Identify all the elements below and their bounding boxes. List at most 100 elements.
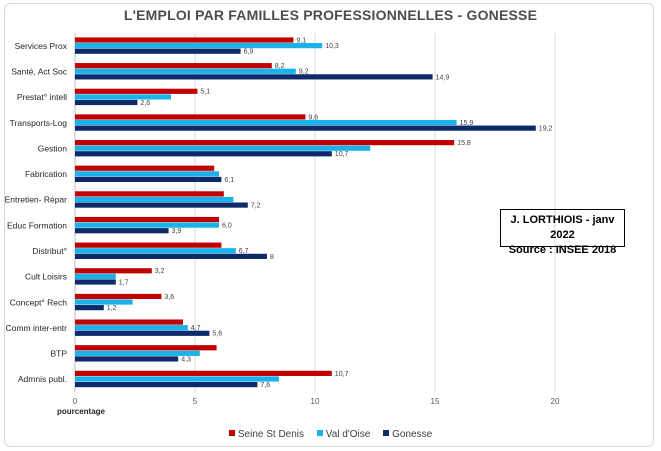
legend: Seine St Denis Val d'Oise Gonesse	[0, 429, 661, 440]
data-label: 7,6	[260, 382, 270, 389]
bar-val-d-oise	[75, 94, 171, 100]
bar-gonesse	[75, 253, 267, 259]
legend-item-val-d-oise: Val d'Oise	[316, 429, 371, 440]
bar-gonesse	[75, 330, 210, 336]
bar-seine-st-denis	[75, 114, 306, 120]
category-label: BTP	[50, 349, 67, 359]
data-label: 3,2	[155, 268, 165, 275]
data-label: 7,2	[251, 202, 261, 209]
bar-gonesse	[75, 228, 169, 234]
x-tick-label: 15	[431, 397, 440, 406]
bar-seine-st-denis	[75, 268, 152, 274]
bar-seine-st-denis	[75, 37, 294, 43]
legend-label: Seine St Denis	[237, 429, 305, 440]
data-label: 10,7	[335, 371, 349, 378]
data-label: 9,6	[308, 114, 318, 121]
legend-item-gonesse: Gonesse	[383, 429, 432, 440]
category-label: Distribut°	[32, 246, 67, 256]
bar-val-d-oise	[75, 43, 323, 49]
bar-gonesse	[75, 151, 332, 157]
data-label: 4,3	[181, 356, 191, 363]
legend-label: Gonesse	[392, 429, 433, 440]
data-label: 8,2	[275, 63, 285, 70]
bar-gonesse	[75, 202, 248, 208]
bar-gonesse	[75, 279, 116, 285]
bar-val-d-oise	[75, 145, 371, 151]
chart-title: L'EMPLOI PAR FAMILLES PROFESSIONNELLES -…	[123, 7, 538, 23]
source-annotation: J. LORTHIOIS - janv 2022 Source : INSEE …	[500, 209, 625, 256]
data-label: 6,9	[244, 49, 254, 56]
category-label: Admnis publ.	[18, 374, 67, 384]
legend-item-seine-st-denis: Seine St Denis	[228, 429, 305, 440]
bar-seine-st-denis	[75, 88, 198, 94]
category-label: Entretien- Répar	[5, 195, 68, 205]
category-label: Transports-Log	[10, 118, 68, 128]
bar-seine-st-denis	[75, 216, 219, 223]
data-label: 8	[270, 254, 274, 261]
bar-seine-st-denis	[75, 293, 162, 300]
bar-val-d-oise	[75, 299, 133, 305]
bar-gonesse	[75, 99, 138, 106]
bar-val-d-oise	[75, 222, 219, 228]
legend-swatch	[316, 430, 323, 437]
category-label: Comm inter-entr	[6, 323, 68, 333]
x-tick-label: 5	[193, 397, 198, 406]
data-label: 9,1	[296, 37, 306, 44]
category-label: Educ Formation	[7, 220, 67, 230]
legend-swatch	[383, 430, 390, 437]
data-label: 3,9	[172, 228, 182, 235]
x-tick-label: 0	[73, 397, 78, 406]
category-label: Prestat° intell	[17, 92, 67, 102]
data-label: 4,7	[191, 325, 201, 332]
data-label: 14,9	[436, 74, 450, 81]
x-tick-label: 20	[551, 397, 560, 406]
bar-gonesse	[75, 356, 179, 362]
category-label: Cult Loisirs	[25, 272, 67, 282]
bar-seine-st-denis	[75, 242, 222, 248]
bar-val-d-oise	[75, 248, 236, 254]
bar-gonesse	[75, 125, 536, 131]
category-label: Concept° Rech	[10, 297, 68, 307]
category-label: Santé, Act Soc	[11, 66, 68, 76]
data-label: 6,7	[239, 248, 249, 255]
data-label: 10,3	[325, 43, 339, 50]
category-label: Services Prox	[15, 41, 68, 51]
bar-gonesse	[75, 176, 222, 183]
bar-gonesse	[75, 305, 104, 311]
data-label: 1,7	[119, 279, 129, 286]
data-label: 3,6	[164, 294, 174, 301]
category-label: Gestion	[38, 143, 68, 153]
data-label: 15,9	[460, 120, 474, 127]
data-label: 15,8	[457, 140, 471, 147]
source-credit: Source : INSEE 2018	[508, 244, 617, 256]
x-axis-title: pourcentage	[57, 407, 106, 416]
bar-seine-st-denis	[75, 370, 332, 376]
bar-val-d-oise	[75, 119, 457, 126]
bar-seine-st-denis	[75, 345, 217, 351]
bar-val-d-oise	[75, 325, 188, 331]
bar-gonesse	[75, 74, 433, 80]
bar-val-d-oise	[75, 171, 219, 177]
bar-seine-st-denis	[75, 165, 215, 171]
legend-label: Val d'Oise	[325, 429, 371, 440]
bar-seine-st-denis	[75, 319, 183, 325]
data-label: 1,2	[107, 305, 117, 312]
data-label: 6,0	[222, 223, 232, 230]
bar-val-d-oise	[75, 196, 234, 203]
data-label: 2,6	[140, 100, 150, 107]
bar-val-d-oise	[75, 273, 116, 280]
author-credit: J. LORTHIOIS - janv 2022	[510, 214, 615, 241]
bar-val-d-oise	[75, 350, 200, 356]
bar-gonesse	[75, 48, 241, 54]
bar-val-d-oise	[75, 376, 279, 382]
x-tick-label: 10	[311, 397, 320, 406]
bar-seine-st-denis	[75, 139, 455, 146]
data-label: 19,2	[539, 126, 553, 133]
bar-seine-st-denis	[75, 191, 224, 197]
bar-val-d-oise	[75, 68, 296, 74]
data-label: 5,6	[212, 331, 222, 338]
bar-seine-st-denis	[75, 63, 272, 69]
bar-gonesse	[75, 381, 258, 388]
category-label: Fabrication	[25, 169, 67, 179]
